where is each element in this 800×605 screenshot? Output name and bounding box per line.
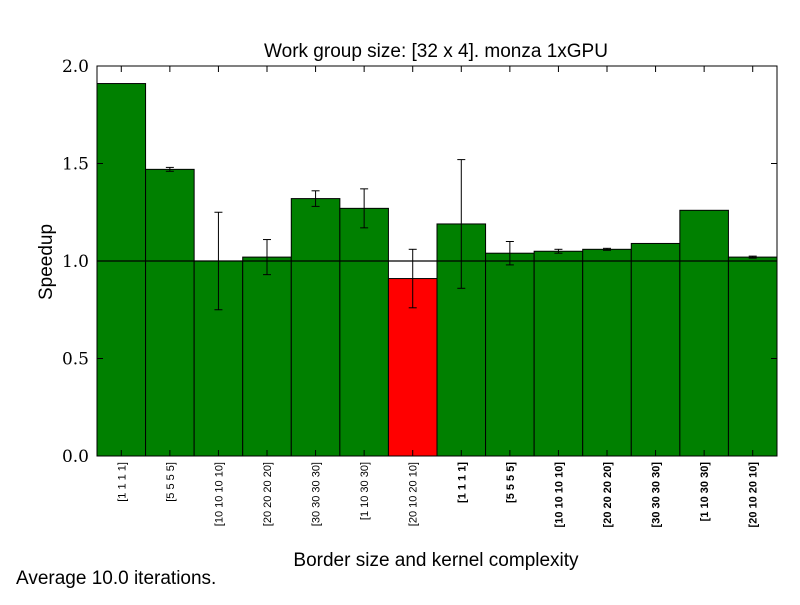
x-tick-label: [20 20 20 20] <box>262 462 274 526</box>
error-bar <box>505 241 514 266</box>
y-tick-label: 1.0 <box>62 252 89 272</box>
error-bar <box>311 190 320 207</box>
x-tick-label: [10 10 10 10] <box>553 462 565 528</box>
error-bar <box>263 239 271 276</box>
y-axis-label: Speedup <box>36 224 57 300</box>
x-tick-label: [1 1 1 1] <box>116 462 128 502</box>
y-tick-label: 0.5 <box>62 350 89 370</box>
chart-title: Work group size: [32 x 4]. monza 1xGPU <box>264 41 608 62</box>
error-bar <box>408 248 417 309</box>
bar <box>145 168 195 457</box>
error-bar <box>360 188 369 229</box>
bar <box>96 83 147 457</box>
x-tick-label: [1 10 30 30] <box>359 462 371 520</box>
iterations-note: Average 10.0 iterations. <box>16 568 217 589</box>
error-bar <box>603 247 611 251</box>
bar <box>242 256 292 457</box>
bar <box>679 209 729 457</box>
axis-layer: 0.0 0.5 1.0 1.5 2.0 [1 1 1 1] [5 5 5 5] [10 10 … <box>62 57 778 528</box>
x-tick-label: [30 30 30 30] <box>651 462 663 528</box>
error-bar <box>554 248 563 254</box>
error-bar <box>165 166 174 172</box>
bar <box>582 248 632 457</box>
bar <box>727 256 778 457</box>
x-tick-label: [1 1 1 1] <box>456 462 468 503</box>
error-bar <box>214 211 223 311</box>
bar <box>485 252 535 457</box>
bar <box>533 250 584 457</box>
y-tick-label: 2.0 <box>62 57 89 77</box>
bar <box>630 242 681 457</box>
bar <box>290 198 341 457</box>
x-tick-label: [10 10 10 10] <box>213 462 225 526</box>
x-tick-label: [20 10 20 10] <box>748 462 760 528</box>
error-bar <box>457 159 466 289</box>
x-tick-label: [20 10 20 10] <box>408 462 420 526</box>
bar <box>339 207 389 457</box>
x-tick-label: [20 20 20 20] <box>602 462 614 528</box>
x-tick-label: [5 5 5 5] <box>165 462 177 502</box>
x-tick-label: [5 5 5 5] <box>505 462 517 503</box>
error-bar <box>748 255 757 259</box>
y-tick-label: 1.5 <box>62 155 89 175</box>
x-axis-label: Border size and kernel complexity <box>293 550 579 571</box>
y-tick-label: 0.0 <box>62 447 89 467</box>
bars-layer <box>96 83 778 457</box>
x-tick-label: [30 30 30 30] <box>311 462 323 526</box>
x-tick-label: [1 10 30 30] <box>699 462 711 522</box>
